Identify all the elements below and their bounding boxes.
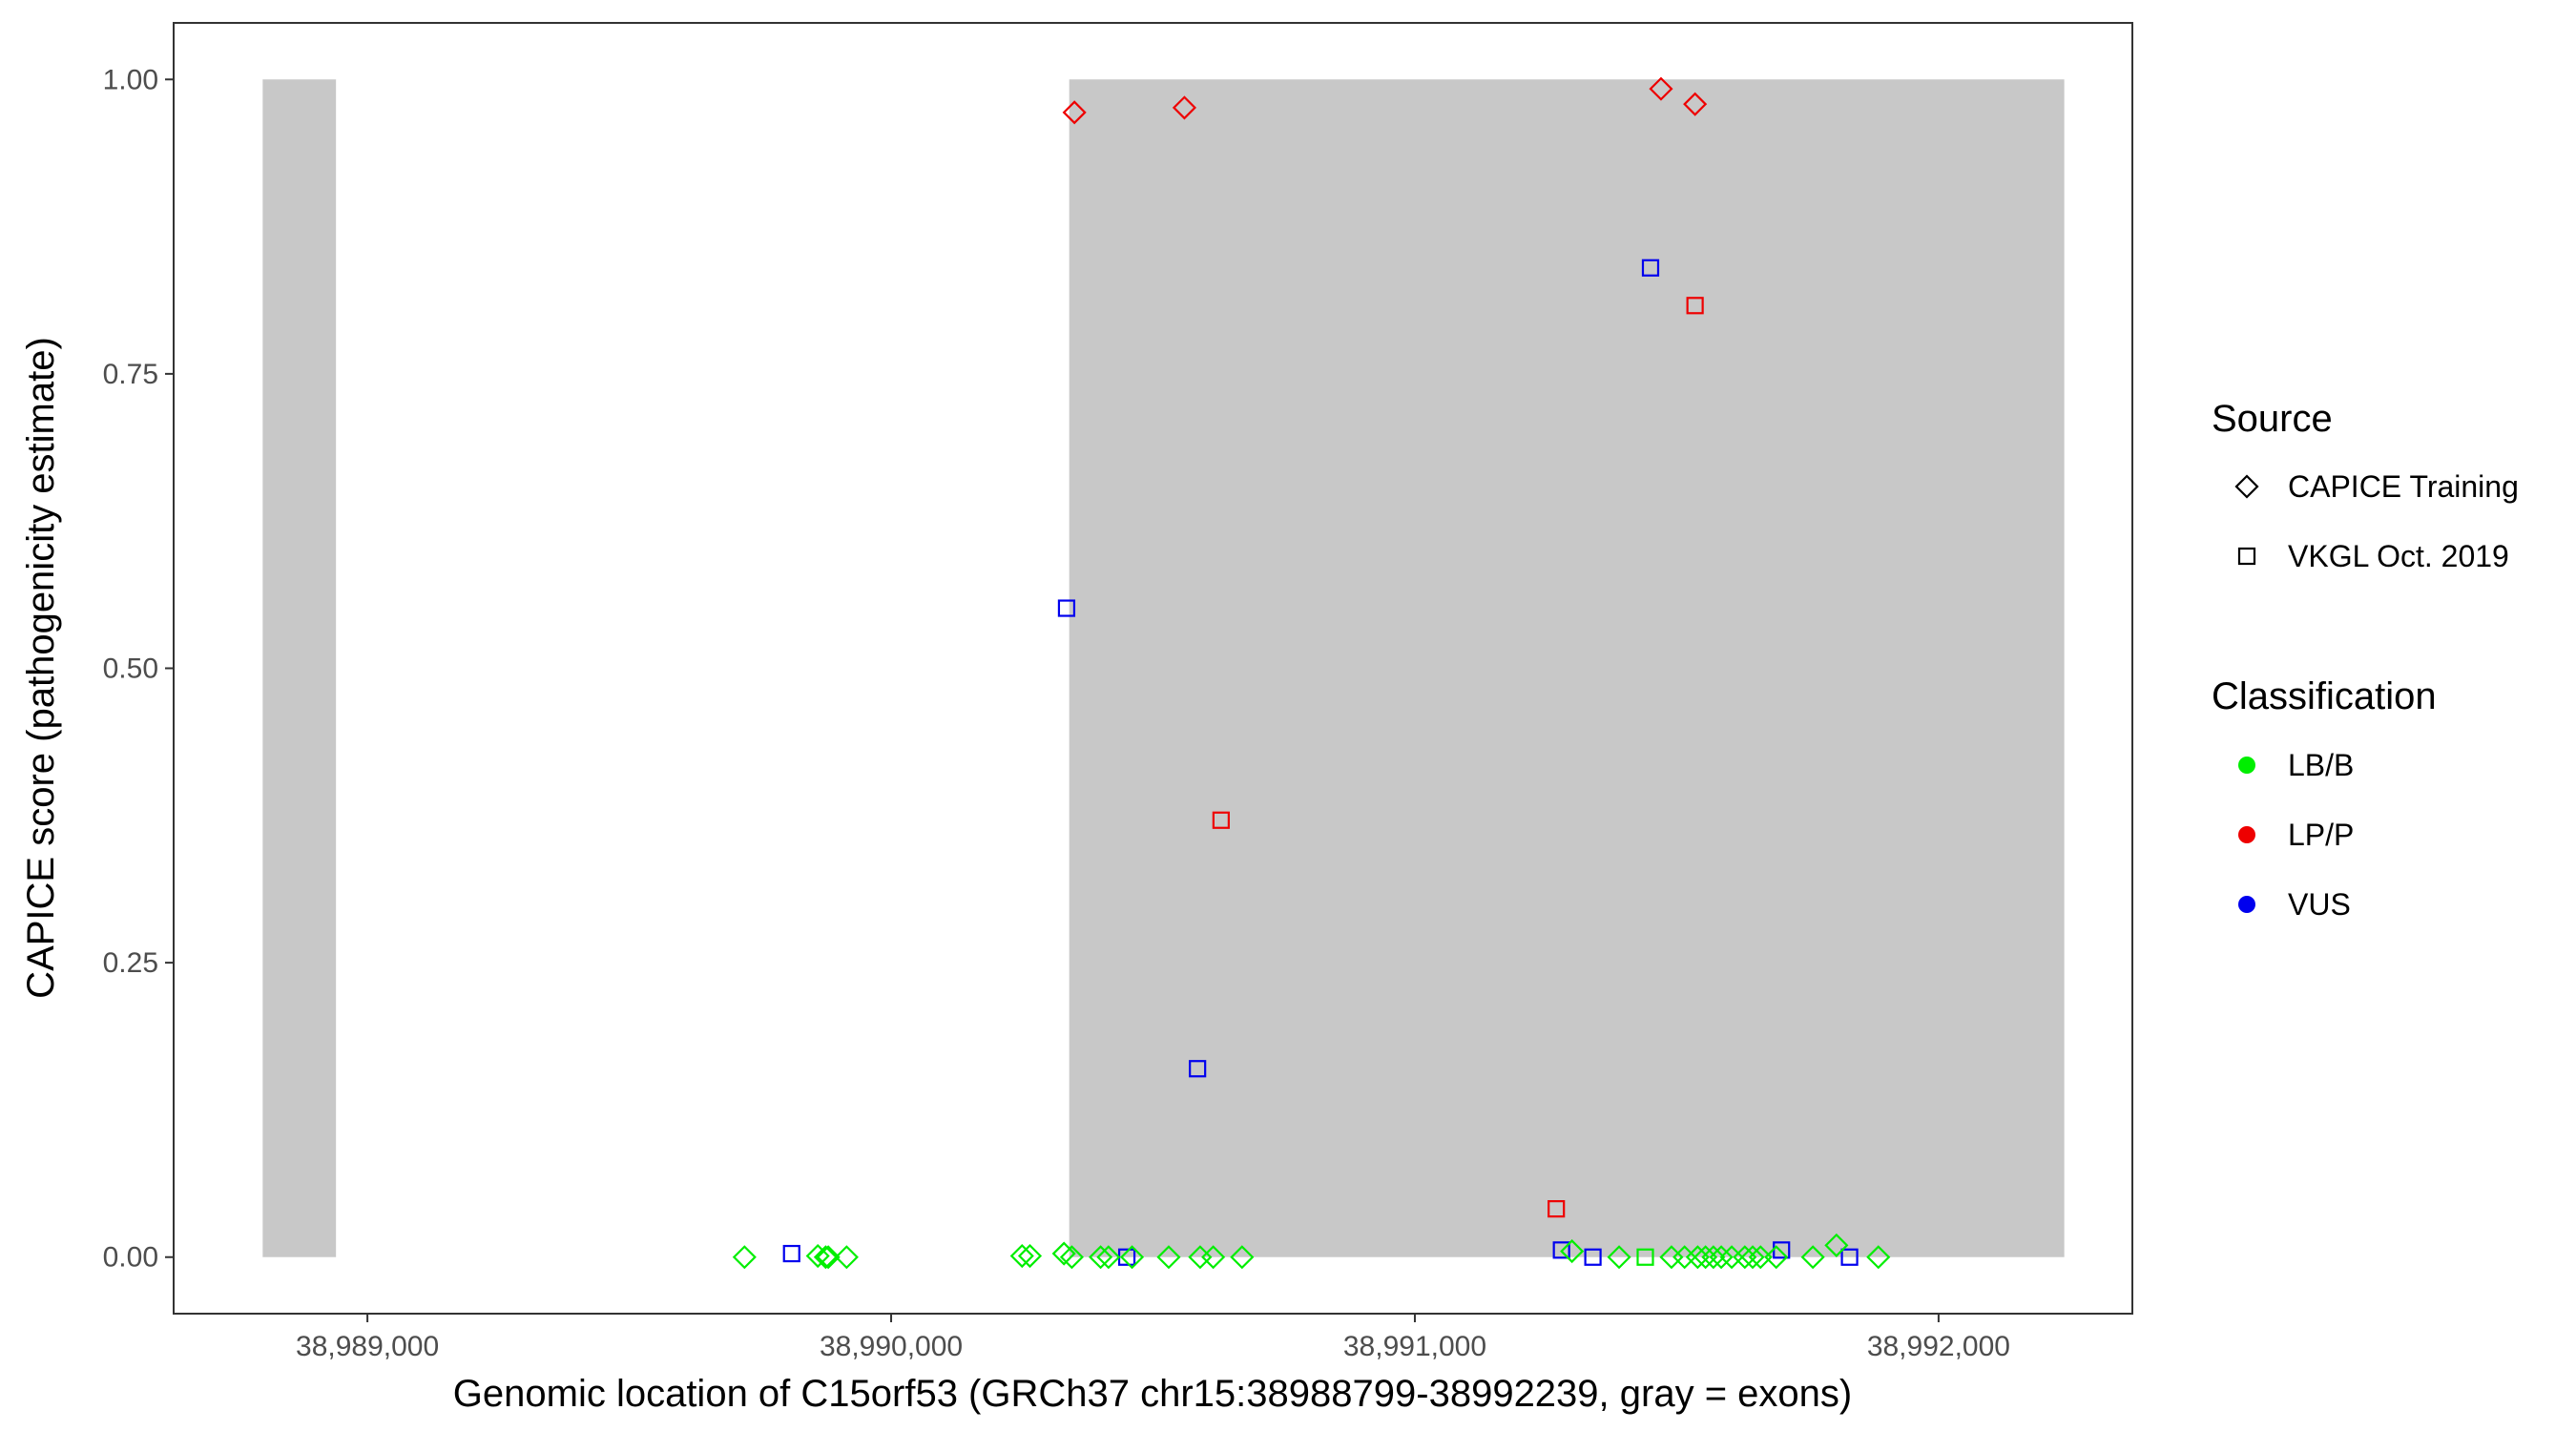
data-point: [1866, 1245, 1891, 1270]
y-tick-label: 0.25: [103, 947, 158, 979]
legend-classification-label: VUS: [2288, 887, 2351, 922]
y-axis-title: CAPICE score (pathogenicity estimate): [20, 337, 62, 999]
data-point: [1201, 1245, 1226, 1270]
legend-source-key: [2237, 547, 2256, 566]
data-point: [1701, 1245, 1726, 1270]
y-tick-label: 1.00: [103, 64, 158, 95]
data-point: [1051, 1241, 1076, 1266]
data-point: [1636, 1248, 1654, 1266]
data-point: [1096, 1245, 1121, 1270]
y-tick-label: 0.50: [103, 653, 158, 685]
y-axis: 0.00 0.25 0.50 0.75 1.00: [103, 64, 174, 1274]
legend-classification-key: [2238, 757, 2255, 774]
data-point: [1800, 1245, 1825, 1270]
data-point: [1189, 1060, 1207, 1078]
legend-classification-title: Classification: [2212, 675, 2437, 717]
data-point: [834, 1245, 859, 1270]
data-point: [1683, 92, 1708, 116]
legend-source-key: [2234, 474, 2259, 499]
data-point: [1824, 1233, 1849, 1257]
data-point: [1840, 1248, 1859, 1266]
data-point: [782, 1244, 800, 1263]
data-point: [1212, 811, 1230, 829]
data-point: [1119, 1245, 1145, 1270]
data-point: [1089, 1245, 1113, 1270]
x-tick-label: 38,992,000: [1867, 1331, 2010, 1362]
x-axis: 38,989,000 38,990,000 38,991,000 38,992,000: [296, 1314, 2010, 1362]
exon-band: [262, 79, 337, 1257]
y-tick-label: 0.00: [103, 1242, 158, 1274]
legend-classification-key: [2238, 896, 2255, 913]
data-point: [1764, 1245, 1789, 1270]
data-point: [813, 1245, 838, 1270]
data-point: [1017, 1243, 1043, 1269]
data-point: [1693, 1245, 1718, 1270]
data-point: [732, 1245, 757, 1270]
data-point: [1740, 1245, 1765, 1270]
data-point: [1059, 1245, 1084, 1270]
data-point: [1009, 1243, 1034, 1269]
data-point: [1641, 259, 1660, 277]
data-point: [1552, 1241, 1570, 1259]
exon-bands: [262, 79, 2065, 1257]
data-point: [1649, 76, 1673, 101]
data-points: [732, 76, 1891, 1270]
data-point: [1709, 1245, 1734, 1270]
data-point: [1584, 1248, 1602, 1266]
legend-source: Source CAPICE Training VKGL Oct. 2019: [2212, 398, 2519, 573]
x-tick-label: 38,991,000: [1343, 1331, 1486, 1362]
data-point: [805, 1243, 830, 1269]
data-point: [1685, 1245, 1710, 1270]
data-point: [1230, 1245, 1255, 1270]
legend-classification-key: [2238, 826, 2255, 843]
data-point: [1548, 1200, 1566, 1218]
data-point: [1686, 297, 1704, 315]
exon-band: [1069, 79, 2065, 1257]
legend-classification-label: LP/P: [2288, 818, 2354, 852]
x-tick-label: 38,990,000: [820, 1331, 963, 1362]
data-point: [1156, 1245, 1181, 1270]
legend-classification: Classification LB/B LP/P VUS: [2212, 675, 2437, 922]
data-point: [1748, 1245, 1773, 1270]
data-point: [816, 1245, 841, 1270]
data-point: [1172, 95, 1196, 120]
y-tick-label: 0.75: [103, 359, 158, 390]
legend-source-label: VKGL Oct. 2019: [2288, 539, 2509, 573]
x-axis-title: Genomic location of C15orf53 (GRCh37 chr…: [453, 1373, 1852, 1415]
legend-classification-label: LB/B: [2288, 748, 2354, 782]
data-point: [1607, 1245, 1631, 1270]
data-point: [1057, 599, 1076, 617]
x-tick-label: 38,989,000: [296, 1331, 439, 1362]
data-point: [1062, 100, 1087, 125]
legend-source-label: CAPICE Training: [2288, 469, 2519, 504]
legend-source-title: Source: [2212, 398, 2333, 440]
data-point: [1733, 1245, 1757, 1270]
data-point: [1560, 1239, 1585, 1264]
